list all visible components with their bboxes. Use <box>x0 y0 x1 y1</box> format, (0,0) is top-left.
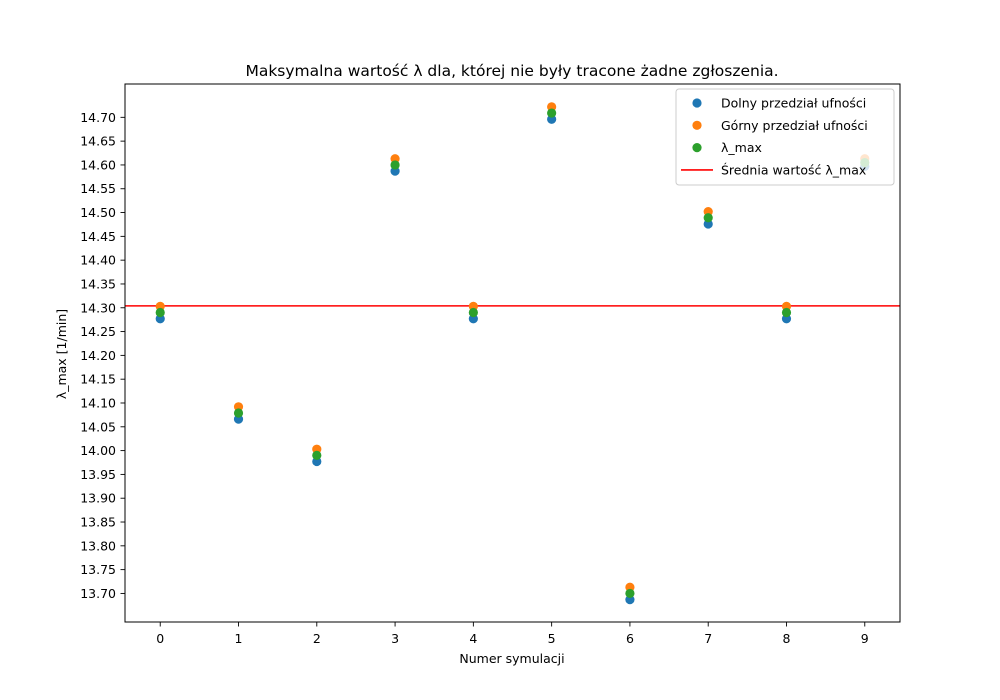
legend-marker <box>692 143 702 153</box>
x-axis-label: Numer symulacji <box>459 651 564 666</box>
y-tick-label: 14.40 <box>80 253 116 268</box>
y-tick-label: 13.85 <box>80 515 116 530</box>
y-tick-label: 14.55 <box>80 181 116 196</box>
y-tick-label: 14.50 <box>80 205 116 220</box>
y-tick-label: 13.80 <box>80 538 116 553</box>
legend-marker <box>692 98 702 108</box>
data-point-series-3 <box>390 160 400 170</box>
legend-label: Górny przedział ufności <box>721 118 868 133</box>
y-tick-label: 14.15 <box>80 372 116 387</box>
data-point-series-3 <box>233 408 244 418</box>
x-tick-label: 5 <box>548 631 556 646</box>
y-tick-label: 14.45 <box>80 229 116 244</box>
y-tick-label: 13.95 <box>80 467 116 482</box>
x-tick-label: 2 <box>313 631 321 646</box>
legend-box <box>675 88 895 186</box>
data-point-series-3 <box>547 108 557 118</box>
x-tick-label: 1 <box>235 631 243 646</box>
legend-label: λ_max <box>721 140 762 155</box>
legend: Dolny przedział ufności Górny przedział u… <box>675 88 895 186</box>
x-tick-label: 8 <box>783 631 791 646</box>
data-point-series-3 <box>703 213 713 223</box>
data-point-series-3 <box>155 307 165 318</box>
x-tick-label: 6 <box>626 631 634 646</box>
y-tick-label: 14.60 <box>80 157 116 172</box>
y-tick-label: 13.90 <box>80 491 116 506</box>
data-point-series-3 <box>312 450 322 460</box>
legend-label: Dolny przedział ufności <box>721 96 866 111</box>
y-tick-label: 13.70 <box>80 586 116 601</box>
data-point-series-3 <box>625 588 635 599</box>
legend-label: Średnia wartość λ_max <box>721 162 866 177</box>
axes-frame <box>124 83 901 623</box>
y-tick-label: 14.05 <box>80 419 116 434</box>
x-tick-label: 0 <box>156 631 164 646</box>
y-tick-label: 14.30 <box>80 300 116 315</box>
data-point-series-3 <box>468 307 478 318</box>
x-tick-label: 7 <box>704 631 712 646</box>
y-tick-label: 14.20 <box>80 348 116 363</box>
x-tick-label: 4 <box>469 631 477 646</box>
chart-title: Maksymalna wartość λ dla, której nie był… <box>245 62 778 80</box>
plot-area: 0 1 2 3 4 5 6 7 8 9 13.70 13.75 13.80 13.85 13.90 13.95… <box>80 83 901 646</box>
y-tick-label: 14.70 <box>80 110 116 125</box>
y-axis-label: λ_max [1/min] <box>54 309 69 399</box>
x-tick-label: 9 <box>861 631 869 646</box>
y-tick-label: 13.75 <box>80 562 116 577</box>
y-tick-label: 14.35 <box>80 276 116 291</box>
legend-marker <box>692 120 702 130</box>
data-point-series-3 <box>781 307 792 318</box>
y-tick-label: 14.65 <box>80 134 116 149</box>
y-tick-label: 14.10 <box>80 395 116 410</box>
y-tick-label: 14.00 <box>80 443 116 458</box>
y-tick-label: 14.25 <box>80 324 116 339</box>
x-tick-label: 3 <box>391 631 399 646</box>
